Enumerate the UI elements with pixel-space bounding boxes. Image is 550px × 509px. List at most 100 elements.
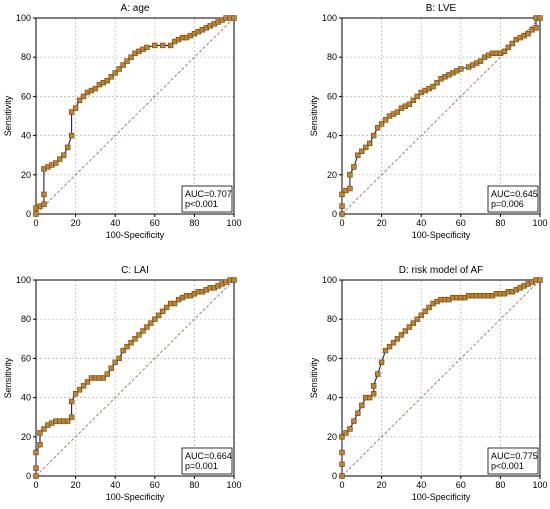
roc-point — [477, 58, 484, 64]
roc-point — [370, 390, 377, 397]
y-tick-label: 80 — [21, 52, 31, 62]
roc-point — [339, 434, 345, 440]
roc-point — [72, 390, 79, 397]
p-value: p=0.006 — [491, 199, 524, 209]
roc-point — [80, 383, 87, 389]
y-tick-label: 0 — [332, 471, 337, 481]
roc-point — [426, 304, 432, 311]
y-tick-label: 20 — [327, 432, 337, 442]
x-tick-label: 0 — [339, 218, 344, 228]
auc-box — [181, 185, 233, 213]
roc-point — [430, 83, 436, 90]
roc-point — [394, 109, 401, 115]
roc-point — [68, 398, 75, 405]
x-tick-label: 0 — [33, 480, 38, 490]
x-tick-label: 60 — [456, 218, 466, 228]
roc-point — [402, 328, 409, 334]
roc-point — [370, 383, 377, 389]
plot-frame — [35, 17, 235, 215]
roc-point — [367, 140, 373, 147]
plot-frame — [35, 279, 235, 477]
y-tick-label: 100 — [16, 13, 31, 23]
roc-point — [124, 58, 130, 64]
roc-point — [33, 211, 39, 217]
roc-point — [406, 324, 413, 330]
roc-point — [37, 430, 43, 436]
roc-point — [116, 66, 122, 72]
roc-point — [367, 394, 373, 401]
chart-title: A: age — [121, 3, 150, 14]
roc-point — [128, 54, 134, 60]
roc-point — [41, 426, 47, 432]
plot-frame — [341, 17, 541, 215]
auc-box — [487, 447, 539, 475]
roc-point — [410, 97, 416, 104]
auc-box — [181, 447, 233, 475]
y-tick-label: 20 — [327, 170, 337, 180]
roc-point — [351, 164, 357, 170]
x-tick-label: 40 — [416, 218, 426, 228]
roc-point — [108, 365, 114, 371]
roc-point — [343, 430, 349, 436]
roc-point — [68, 414, 75, 420]
roc-panel-3: 0 20 40 60 80 100 0 20 40 60 80 100 C: LAI 100-Specif… — [3, 265, 242, 502]
roc-point — [120, 347, 126, 354]
roc-point — [509, 40, 515, 47]
auc-box — [487, 185, 539, 213]
roc-point — [132, 336, 138, 342]
roc-point — [84, 379, 91, 385]
y-tick-label: 100 — [322, 13, 337, 23]
auc-value: AUC=0.775 — [491, 451, 538, 461]
roc-point — [418, 312, 424, 318]
reference-diagonal — [35, 17, 235, 215]
y-tick-label: 0 — [332, 209, 337, 219]
roc-point — [112, 70, 118, 76]
roc-point — [422, 308, 428, 315]
x-tick-label: 40 — [110, 218, 120, 228]
y-tick-label: 40 — [327, 393, 337, 403]
roc-point — [80, 93, 87, 100]
roc-point — [160, 42, 166, 49]
y-axis-label: Sensitivity — [3, 357, 13, 398]
auc-value: AUC=0.645 — [491, 189, 538, 199]
roc-point — [61, 152, 67, 158]
y-tick-label: 100 — [16, 275, 31, 285]
x-tick-label: 100 — [226, 480, 241, 490]
roc-point — [53, 160, 59, 166]
roc-point — [525, 30, 531, 37]
y-tick-label: 60 — [327, 91, 337, 101]
roc-point — [339, 461, 345, 467]
y-tick-label: 40 — [21, 131, 31, 141]
roc-point — [33, 449, 39, 456]
reference-diagonal — [341, 279, 541, 477]
x-axis-label: 100-Specificity — [412, 230, 471, 240]
y-tick-label: 40 — [21, 393, 31, 403]
roc-point — [434, 79, 440, 86]
y-tick-label: 20 — [21, 432, 31, 442]
roc-point — [108, 74, 114, 80]
roc-point — [374, 371, 381, 377]
roc-point — [33, 473, 39, 479]
roc-point — [390, 340, 397, 346]
roc-point — [359, 148, 365, 154]
roc-point — [104, 371, 110, 377]
roc-point — [501, 48, 508, 55]
chart-title: C: LAI — [121, 265, 149, 276]
roc-point — [64, 418, 71, 424]
roc-point — [167, 42, 174, 49]
roc-point — [458, 66, 464, 72]
roc-point — [378, 121, 385, 127]
roc-point — [104, 78, 110, 84]
y-tick-label: 80 — [21, 314, 31, 324]
roc-panel-2: 0 20 40 60 80 100 0 20 40 60 80 100 B: LVE 100-Specif… — [309, 3, 548, 240]
roc-point — [136, 332, 142, 338]
roc-point — [92, 85, 99, 92]
y-axis-label: Sensitivity — [3, 95, 13, 136]
roc-point — [41, 191, 47, 198]
roc-point — [537, 277, 543, 283]
y-tick-label: 60 — [21, 353, 31, 363]
y-tick-label: 80 — [327, 52, 337, 62]
x-tick-label: 100 — [532, 480, 547, 490]
roc-point — [112, 359, 118, 366]
x-axis-label: 100-Specificity — [106, 492, 165, 502]
